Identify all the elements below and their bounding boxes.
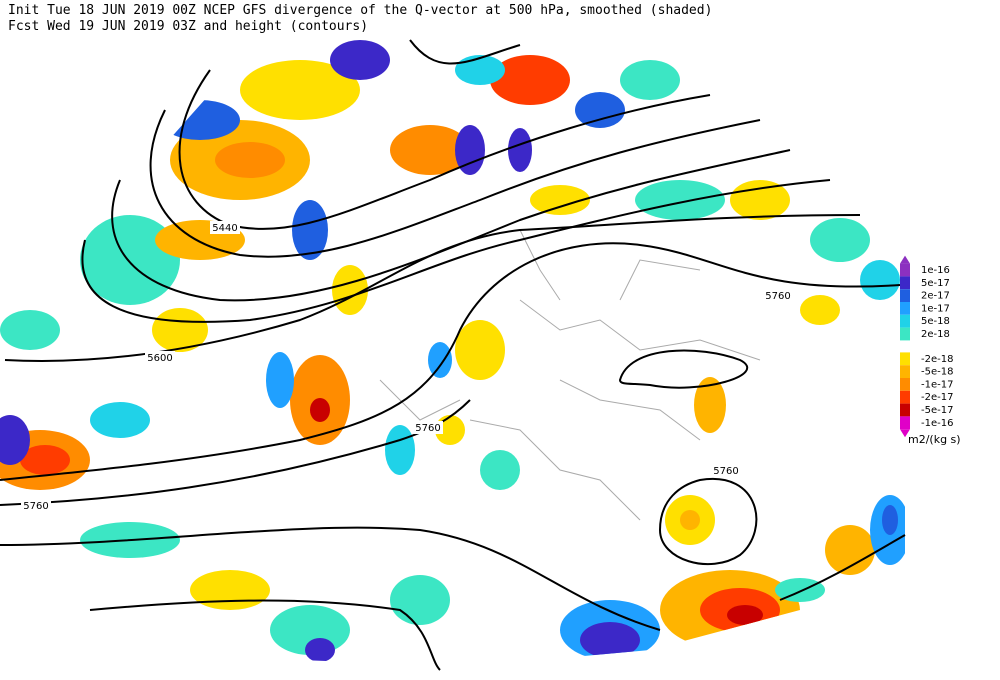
shaded-field (0, 40, 905, 662)
contour-label: 5760 (765, 291, 790, 302)
units-label: m2/(kg s) (908, 433, 961, 446)
contour-labels: 5440 5600 5760 5760 5760 5760 (21, 221, 793, 512)
colorbar-swatch (900, 416, 910, 430)
colorbar-label: -1e-17 (921, 379, 953, 390)
contour-label: 5760 (23, 501, 48, 512)
colorbar-label: -1e-16 (921, 418, 953, 429)
colorbar-label: -5e-17 (921, 405, 953, 416)
colorbar-swatch (900, 302, 910, 315)
colorbar-label: 5e-17 (921, 278, 950, 289)
colorbar-swatch (900, 403, 910, 417)
contour-label: 5760 (713, 466, 738, 477)
colorbar-swatch (900, 289, 910, 302)
colorbar-swatch (900, 263, 910, 277)
colorbar-swatch (900, 390, 910, 404)
colorbar-label: 1e-16 (921, 265, 950, 276)
header-line: Init Tue 18 JUN 2019 00Z NCEP GFS diverg… (8, 3, 712, 18)
colorbar-label: -5e-18 (921, 367, 953, 378)
height-contours (0, 39, 906, 671)
colorbar-label: 2e-17 (921, 291, 950, 302)
colorbar-swatch (900, 327, 910, 341)
colorbar-arrow (900, 429, 910, 438)
borders (379, 229, 761, 521)
colorbar-label: -2e-17 (921, 392, 953, 403)
colorbar-swatch (900, 365, 910, 378)
colorbar-label: 2e-18 (921, 329, 950, 340)
colorbar-swatch (900, 314, 910, 328)
contour-label: 5600 (147, 353, 172, 364)
colorbar-label: -2e-18 (921, 354, 953, 365)
colorbar-swatch (900, 276, 910, 290)
contour-label: 5440 (212, 223, 237, 234)
header-line: Fcst Wed 19 JUN 2019 03Z and height (con… (8, 19, 368, 34)
contour-label: 5760 (415, 423, 440, 434)
colorbar-label: 1e-17 (921, 303, 950, 314)
colorbar-swatch (900, 352, 910, 366)
colorbar-label: 5e-18 (921, 316, 950, 327)
colorbar-arrow (900, 255, 910, 264)
colorbar-swatch (900, 378, 910, 391)
